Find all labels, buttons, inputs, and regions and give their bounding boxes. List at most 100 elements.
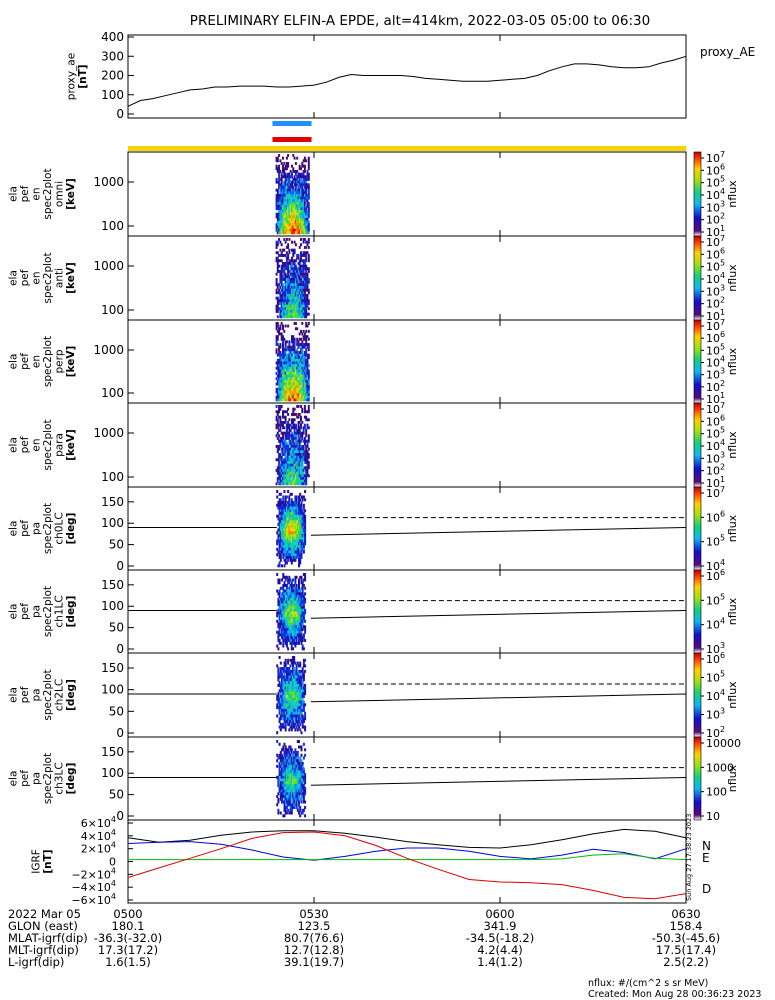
spectrogram-cell xyxy=(280,183,283,187)
spectrogram-cell xyxy=(287,773,290,776)
spectrogram-cell xyxy=(284,223,287,227)
spectrogram-cell xyxy=(300,315,302,319)
spectrogram-cell xyxy=(287,445,290,448)
spectrogram-cell xyxy=(303,188,306,192)
spectrogram-cell xyxy=(293,606,296,609)
spectrogram-cell xyxy=(284,678,287,682)
spectrogram-cell xyxy=(283,207,286,211)
spectrogram-cell xyxy=(307,267,310,271)
spectrogram-cell xyxy=(303,207,306,211)
spectrogram-cell xyxy=(297,172,300,176)
spectrogram-cell xyxy=(295,706,298,710)
spectrogram-cell xyxy=(301,786,304,790)
spectrogram-cell xyxy=(276,426,279,430)
spectrogram-cell xyxy=(276,421,279,424)
axis-label-line: pef xyxy=(19,436,31,453)
spectrogram-cell xyxy=(276,418,279,422)
spectrogram-cell xyxy=(287,186,290,189)
spectrogram-cell xyxy=(288,310,291,313)
spectrogram-cell xyxy=(280,372,283,375)
spectrogram-cell xyxy=(283,717,286,721)
spectrogram-cell xyxy=(307,215,310,219)
spectrogram-cell xyxy=(305,159,308,163)
spectrogram-cell xyxy=(306,361,309,365)
spectrogram-cell xyxy=(306,445,309,448)
spectrogram-cell xyxy=(303,477,306,480)
spectrogram-cell xyxy=(287,786,290,790)
spectrogram-cell xyxy=(301,466,304,470)
spectrogram-cell xyxy=(296,447,299,451)
spectrogram-cell xyxy=(276,286,279,289)
spectrogram-cell xyxy=(299,773,302,776)
spectrogram-cell xyxy=(301,781,304,785)
spectrogram-cell xyxy=(290,728,293,732)
spectrogram-cell xyxy=(307,312,310,316)
spectrogram-cell xyxy=(296,377,299,381)
spectrogram-cell xyxy=(294,501,297,504)
spectrogram-cell xyxy=(305,212,308,216)
spectrogram-cell xyxy=(300,395,302,399)
spectrogram-cell xyxy=(276,299,279,303)
spectrogram-cell xyxy=(299,509,302,513)
spectrogram-cell xyxy=(288,447,291,451)
spectrogram-cell xyxy=(289,786,292,790)
spectrogram-cell xyxy=(297,379,300,383)
spectrogram-cell xyxy=(303,345,306,349)
spectrogram-cell xyxy=(285,286,288,289)
spectrogram-cell xyxy=(302,784,305,787)
spectrogram-cell xyxy=(288,789,291,793)
spectrogram-cell xyxy=(290,811,293,815)
spectrogram-cell xyxy=(295,595,298,598)
science-zone-bar-blue xyxy=(272,121,312,126)
spectrogram-cell xyxy=(298,442,301,446)
spectrogram-cell xyxy=(293,278,296,281)
spectrogram-cell xyxy=(302,302,305,305)
y-tick-label: 150 xyxy=(101,578,124,592)
spectrogram-cell xyxy=(301,614,304,618)
spectrogram-cell xyxy=(303,218,306,221)
spectrogram-cell xyxy=(284,495,287,499)
spectrogram-cell xyxy=(300,280,302,284)
spectrogram-cell xyxy=(278,672,281,676)
colorbar xyxy=(693,486,702,571)
spectrogram-cell xyxy=(285,302,288,305)
spectrogram-cell xyxy=(282,335,284,339)
spectrogram-cell xyxy=(302,220,305,224)
panel-frame xyxy=(127,319,687,404)
spectrogram-cell xyxy=(300,390,302,394)
spectrogram-cell xyxy=(279,498,282,502)
spectrogram-cell xyxy=(288,751,291,754)
spectrogram-cell xyxy=(296,278,299,281)
spectrogram-cell xyxy=(287,600,290,604)
energy-ylabel: ela pef en spec2plot omni [keV] xyxy=(7,168,77,219)
spectrogram-cell xyxy=(302,275,305,279)
spectrogram-cell xyxy=(298,700,300,704)
spectrogram-cell xyxy=(296,520,299,524)
spectrogram-cell xyxy=(289,589,292,593)
spectrogram-cell xyxy=(287,661,290,665)
spectrogram-cell xyxy=(276,382,279,386)
spectrogram-cell xyxy=(282,800,285,804)
spectrogram-cell xyxy=(298,501,300,504)
spectrogram-cell xyxy=(278,700,281,704)
spectrogram-cell xyxy=(292,199,295,203)
spectrogram-cell xyxy=(296,429,299,432)
spectrogram-cell xyxy=(285,756,288,760)
spectrogram-cell xyxy=(283,218,286,221)
spectrogram-cell xyxy=(294,509,297,513)
spectrogram-cell xyxy=(283,288,286,292)
spectrogram-cell xyxy=(287,547,290,551)
spectrogram-cell xyxy=(283,299,286,303)
spectrogram-cell xyxy=(289,280,292,284)
spectrogram-cell xyxy=(301,619,304,623)
spectrogram-cell xyxy=(296,455,299,459)
spectrogram-cell xyxy=(306,288,309,292)
spectrogram-cell xyxy=(305,299,308,303)
spectrogram-cell xyxy=(278,786,281,790)
spectrogram-cell xyxy=(285,589,288,593)
spectrogram-cell xyxy=(296,597,299,601)
spectrogram-cell xyxy=(303,395,306,399)
spectrogram-cell xyxy=(287,683,290,687)
spectrogram-cell xyxy=(285,495,288,499)
spectrogram-cell xyxy=(284,608,287,612)
